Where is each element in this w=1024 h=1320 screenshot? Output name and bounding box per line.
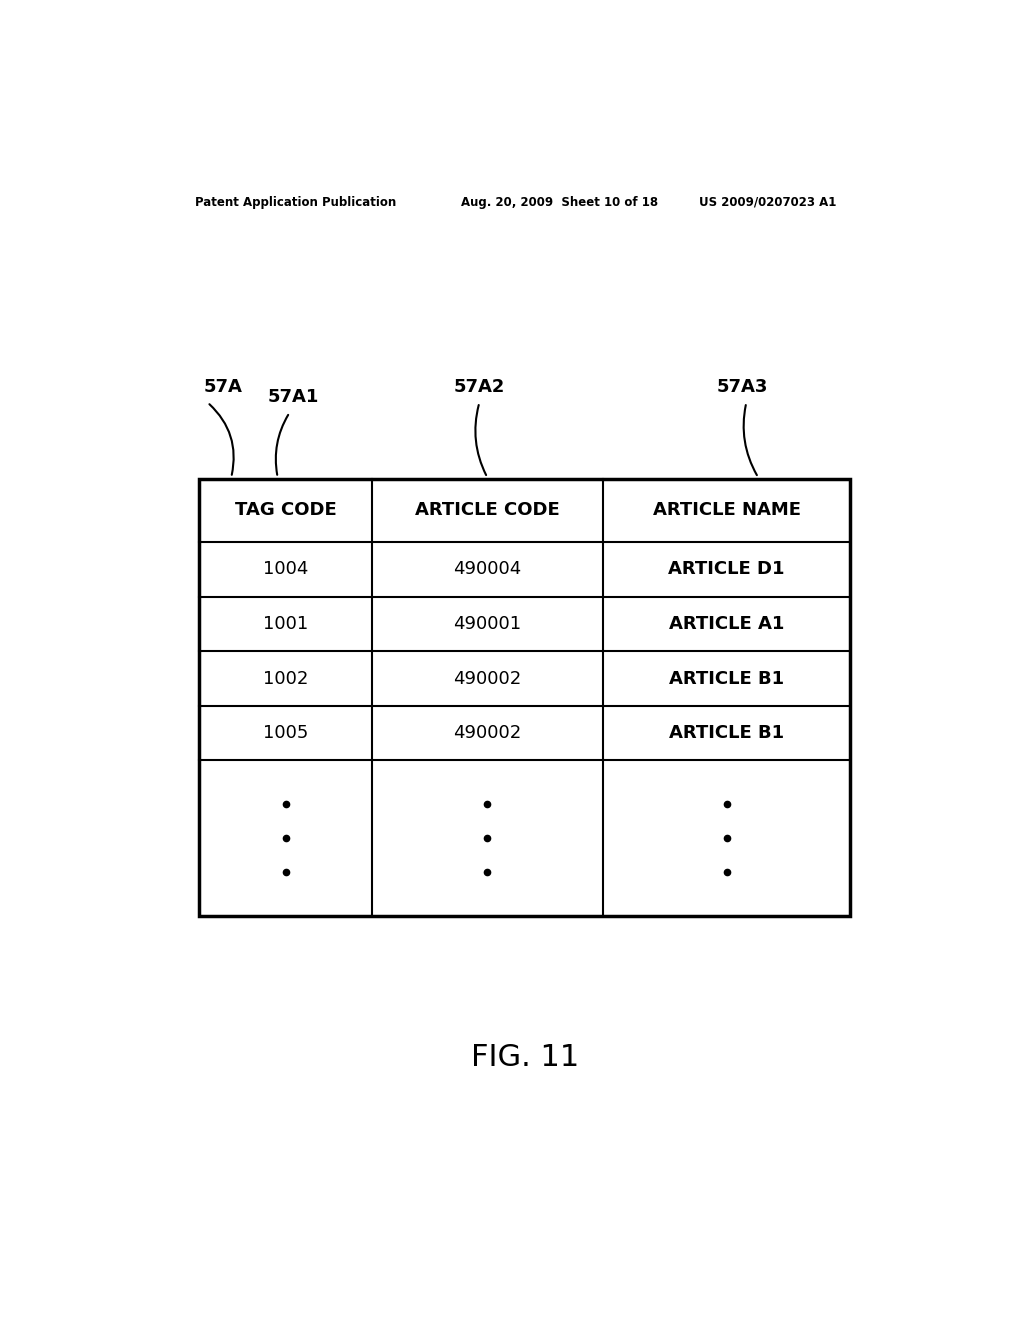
Text: FIG. 11: FIG. 11 [471,1043,579,1072]
Text: 57A1: 57A1 [268,388,319,407]
Text: ARTICLE CODE: ARTICLE CODE [415,502,560,519]
Text: 490002: 490002 [454,725,521,742]
Text: Patent Application Publication: Patent Application Publication [196,195,396,209]
Text: 57A3: 57A3 [717,378,768,396]
Text: 1001: 1001 [263,615,308,632]
Text: 1004: 1004 [263,560,308,578]
Text: US 2009/0207023 A1: US 2009/0207023 A1 [699,195,837,209]
Text: 490002: 490002 [454,669,521,688]
Text: ARTICLE NAME: ARTICLE NAME [652,502,801,519]
Text: 57A2: 57A2 [454,378,505,396]
Text: ARTICLE A1: ARTICLE A1 [669,615,784,632]
Bar [200,479,850,916]
Text: 1005: 1005 [263,725,308,742]
Text: ARTICLE B1: ARTICLE B1 [669,669,784,688]
Text: 490004: 490004 [454,560,521,578]
Text: TAG CODE: TAG CODE [234,502,337,519]
Text: 57A: 57A [204,378,243,396]
Text: Aug. 20, 2009  Sheet 10 of 18: Aug. 20, 2009 Sheet 10 of 18 [461,195,658,209]
Text: ARTICLE D1: ARTICLE D1 [669,560,784,578]
Text: ARTICLE B1: ARTICLE B1 [669,725,784,742]
Text: 1002: 1002 [263,669,308,688]
Text: 490001: 490001 [454,615,521,632]
